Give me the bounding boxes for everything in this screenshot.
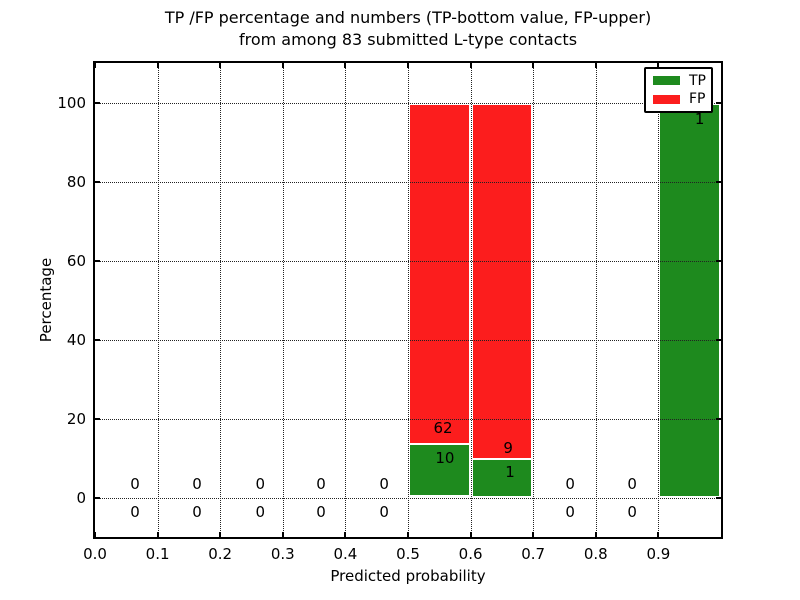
y-tick-mark (716, 338, 721, 341)
x-tick-mark (156, 532, 159, 537)
gridline-vertical (220, 63, 222, 537)
bar-segment-tp (658, 102, 721, 498)
bar-value-label: 0 (192, 502, 202, 521)
x-tick-label: 0.8 (583, 545, 608, 563)
y-tick-mark (95, 338, 100, 341)
x-tick-mark (532, 532, 535, 537)
gridline-vertical (282, 63, 284, 537)
x-tick-mark (407, 532, 409, 537)
gridline-vertical (470, 63, 472, 537)
x-tick-mark (657, 532, 660, 537)
x-tick-mark (344, 63, 347, 68)
x-tick-mark (219, 532, 222, 537)
fp-legend-swatch (653, 94, 680, 104)
bar-value-label: 0 (565, 502, 575, 521)
y-tick-mark (95, 180, 100, 183)
y-tick-label: 20 (66, 409, 86, 428)
bar-value-label: 0 (255, 502, 266, 521)
bar-value-label: 0 (627, 502, 637, 521)
gridline-vertical (408, 63, 409, 537)
x-tick-mark (281, 532, 284, 537)
y-tick-mark (716, 496, 721, 499)
bar-value-label: 62 (433, 418, 453, 437)
x-tick-mark (94, 532, 96, 537)
bar-segment-fp (408, 102, 471, 443)
legend: TP FP (644, 67, 713, 113)
bar-value-label: 10 (435, 448, 455, 467)
x-tick-mark (281, 63, 284, 68)
plot-area: TP FP 0 0 0 0 0 0 0 0 0 0 62 10 9 1 0 0 0 0 1 (93, 61, 723, 539)
x-tick-mark (219, 63, 222, 68)
legend-item-label: FP (689, 91, 706, 108)
x-tick-label: 0.0 (83, 545, 107, 563)
x-tick-mark (469, 532, 472, 537)
x-tick-label: 0.4 (333, 545, 358, 563)
chart-title: TP /FP percentage and numbers (TP-bottom… (95, 7, 721, 51)
gridline-vertical (658, 63, 660, 537)
bar-value-label: 1 (694, 110, 705, 129)
y-tick-mark (716, 101, 721, 104)
chart-title-line1: TP /FP percentage and numbers (TP-bottom… (164, 8, 652, 27)
bar-value-label: 0 (316, 475, 326, 494)
bar-value-label: 0 (316, 502, 326, 521)
x-tick-mark (94, 63, 96, 68)
y-tick-mark (716, 180, 721, 183)
y-tick-label: 40 (66, 330, 86, 349)
x-tick-mark (407, 63, 409, 68)
gridline-vertical (345, 63, 347, 537)
x-tick-label: 0.2 (208, 545, 233, 563)
x-tick-mark (594, 63, 597, 68)
bar-value-label: 0 (130, 475, 140, 494)
x-tick-mark (344, 532, 347, 537)
gridline-vertical (533, 63, 535, 537)
x-tick-mark (594, 532, 597, 537)
bar-value-label: 0 (379, 475, 389, 494)
x-tick-mark (657, 63, 660, 68)
y-tick-label: 80 (66, 172, 86, 191)
bar-value-label: 9 (503, 438, 513, 457)
legend-item: TP (653, 74, 711, 88)
legend-item-label: TP (689, 72, 706, 89)
x-tick-label: 0.9 (646, 545, 671, 563)
y-tick-mark (95, 101, 100, 104)
bar-value-label: 0 (192, 475, 202, 494)
gridline-vertical (595, 63, 597, 537)
chart-title-line2: from among 83 submitted L-type contacts (238, 30, 578, 49)
bar-value-label: 1 (505, 462, 515, 481)
x-tick-label: 0.5 (396, 545, 420, 563)
gridline-vertical (157, 63, 159, 537)
bar-value-label: 0 (130, 502, 140, 521)
x-tick-label: 0.1 (145, 545, 170, 563)
y-tick-mark (716, 417, 721, 420)
y-tick-label: 100 (57, 93, 86, 112)
bar-value-label: 0 (255, 475, 266, 494)
y-tick-label: 0 (76, 488, 86, 507)
x-tick-mark (156, 63, 159, 68)
y-tick-mark (95, 496, 100, 499)
x-tick-mark (532, 63, 535, 68)
legend-item: FP (653, 92, 711, 106)
y-tick-mark (95, 417, 100, 420)
y-tick-mark (716, 259, 721, 262)
y-tick-label: 60 (66, 251, 86, 270)
x-tick-label: 0.6 (458, 545, 483, 563)
bar-value-label: 0 (379, 502, 389, 521)
bar-segment-fp (470, 102, 534, 458)
y-tick-mark (95, 259, 100, 262)
x-tick-label: 0.7 (521, 545, 546, 563)
bar-value-label: 0 (565, 475, 575, 494)
x-axis-label: Predicted probability (330, 567, 486, 585)
tp-legend-swatch (653, 76, 680, 86)
bar-value-label: 0 (627, 475, 637, 494)
x-tick-mark (469, 63, 472, 68)
x-tick-label: 0.3 (270, 545, 295, 563)
